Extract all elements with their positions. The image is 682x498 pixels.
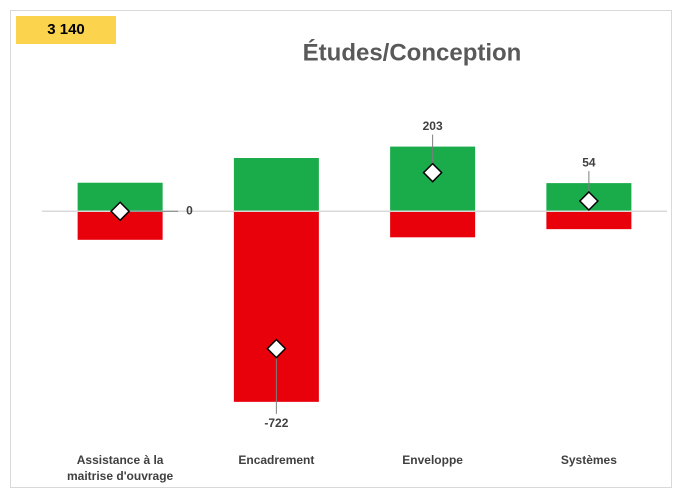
data-label: -722 [264, 416, 288, 430]
data-label: 0 [186, 203, 193, 217]
chart-border [10, 10, 672, 488]
x-tick-label: Systèmes [560, 453, 617, 467]
net-marker [266, 338, 287, 359]
badge: 3 140 [16, 16, 116, 44]
data-label: 203 [423, 119, 443, 133]
bar [390, 211, 476, 238]
x-tick-label: Assistance à la maitrise d'ouvrage [67, 453, 174, 483]
net-marker [110, 201, 131, 222]
x-tick-label: Encadrement [238, 453, 315, 467]
bar [233, 158, 319, 212]
net-marker [422, 162, 443, 183]
x-tick-label: Enveloppe [402, 453, 463, 467]
net-marker [578, 190, 599, 212]
data-label: 54 [582, 155, 596, 169]
bar [546, 211, 632, 230]
chart-title: Études/Conception [303, 38, 522, 66]
